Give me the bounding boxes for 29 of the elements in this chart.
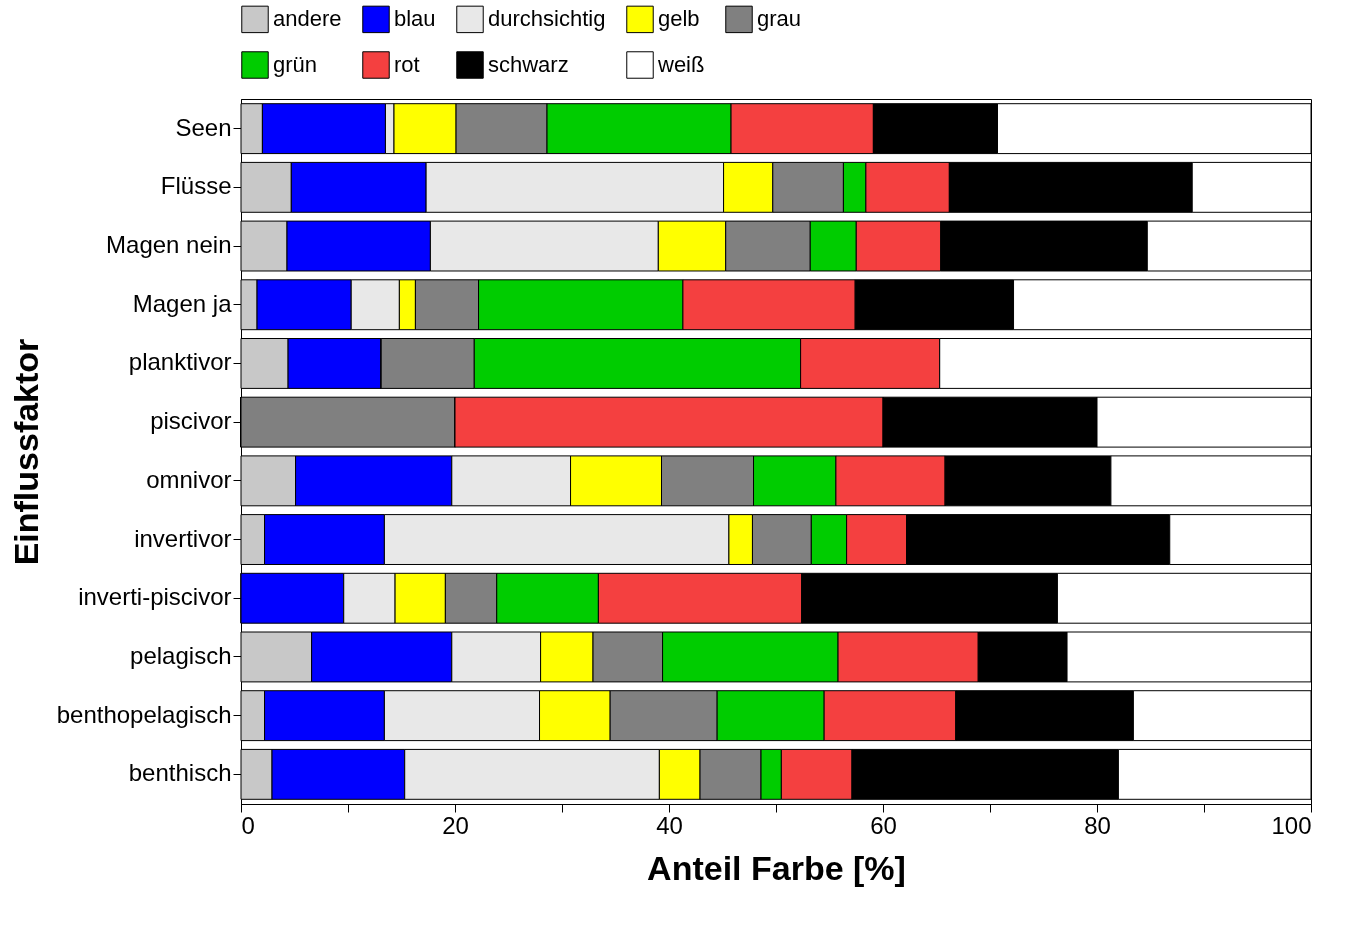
- y-tick-label: Seen: [175, 113, 232, 141]
- legend-label: weiß: [657, 52, 705, 77]
- x-tick-label: 20: [442, 811, 469, 839]
- y-tick-label: benthopelagisch: [56, 700, 232, 728]
- y-tick-label: pelagisch: [130, 641, 232, 669]
- y-tick-label: Flüsse: [160, 172, 232, 200]
- y-tick-label: Magen nein: [106, 231, 232, 259]
- y-tick-label: inverti-piscivor: [78, 583, 232, 611]
- x-axis-title: Anteil Farbe [%]: [647, 848, 906, 887]
- legend-label: gelb: [658, 6, 700, 32]
- x-tick-label: 100: [1271, 811, 1312, 839]
- legend-label: andere: [273, 6, 342, 32]
- x-tick-label: 80: [1084, 811, 1111, 839]
- y-tick-label: omnivor: [146, 465, 232, 493]
- x-tick-label: 0: [241, 811, 255, 839]
- y-axis-title: Einflussfaktor: [6, 338, 45, 566]
- x-tick-label: 40: [656, 811, 683, 839]
- y-tick-label: piscivor: [150, 407, 232, 435]
- legend-label: durchsichtig: [488, 6, 606, 32]
- legend-label: blau: [394, 6, 436, 32]
- y-tick-label: planktivor: [128, 348, 232, 376]
- legend-label: grau: [757, 6, 802, 32]
- x-tick-label: 60: [870, 811, 897, 839]
- y-tick-label: invertivor: [134, 524, 232, 552]
- y-tick-label: Magen ja: [132, 289, 233, 317]
- legend-label: grün: [273, 52, 318, 77]
- y-tick-label: benthisch: [128, 759, 232, 787]
- legend-label: schwarz: [488, 52, 569, 77]
- legend-label: rot: [394, 52, 420, 77]
